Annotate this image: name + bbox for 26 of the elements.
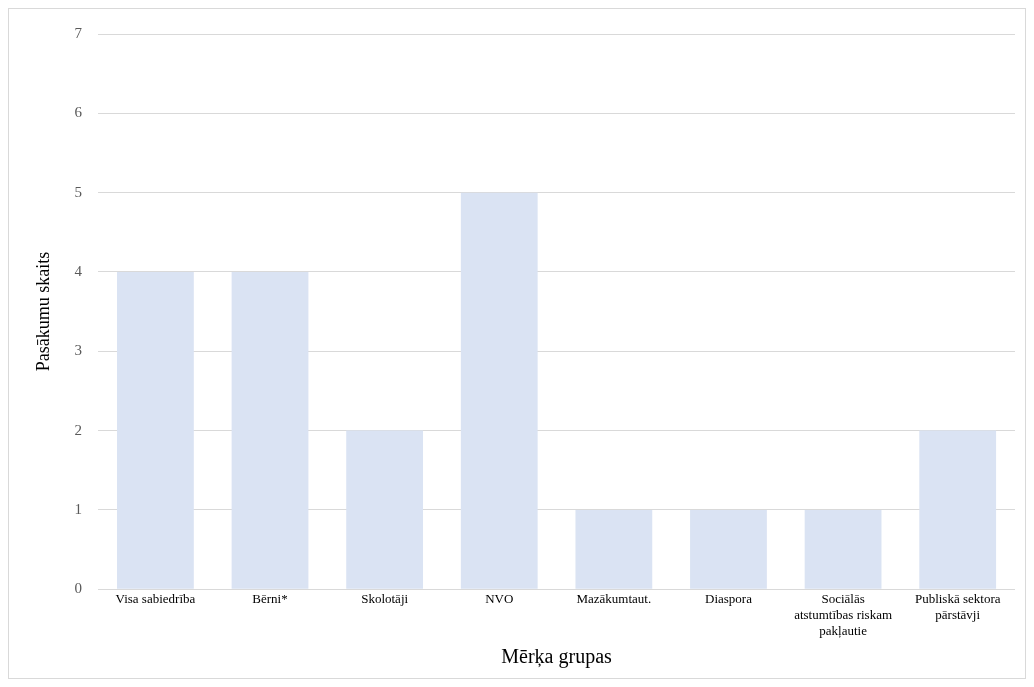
bar [346, 430, 424, 589]
x-tick-label: Visa sabiedrība [115, 591, 196, 607]
x-tick-label: Bērni* [252, 591, 288, 607]
y-tick-label: 3 [74, 342, 83, 359]
x-tick-label: Publiskā sektora pārstāvji [914, 591, 1001, 623]
x-tick-label: Sociālās atstumtības riskam pakļautie [794, 591, 893, 638]
bar [460, 192, 538, 589]
x-tick-label: NVO [485, 591, 514, 607]
bar [919, 430, 997, 589]
x-tick-label: Skolotāji [361, 591, 409, 607]
bar [690, 509, 767, 589]
x-tick-label: Mazākumtaut. [576, 591, 652, 607]
bar [804, 509, 882, 589]
y-tick-label: 4 [74, 262, 83, 279]
y-tick-label: 2 [74, 421, 83, 438]
y-tick-label: 7 [74, 24, 83, 41]
x-tick-label: Diaspora [705, 591, 753, 607]
bar [117, 271, 194, 589]
y-tick-label: 5 [74, 183, 83, 200]
y-tick-label: 1 [74, 500, 83, 517]
x-axis-title: Mērķa grupas [501, 645, 613, 669]
y-tick-label: 0 [74, 580, 83, 597]
bar [231, 271, 309, 589]
y-axis-title: Pasākumu skaits [32, 251, 53, 372]
y-tick-label: 6 [74, 104, 83, 121]
bar [575, 509, 653, 589]
